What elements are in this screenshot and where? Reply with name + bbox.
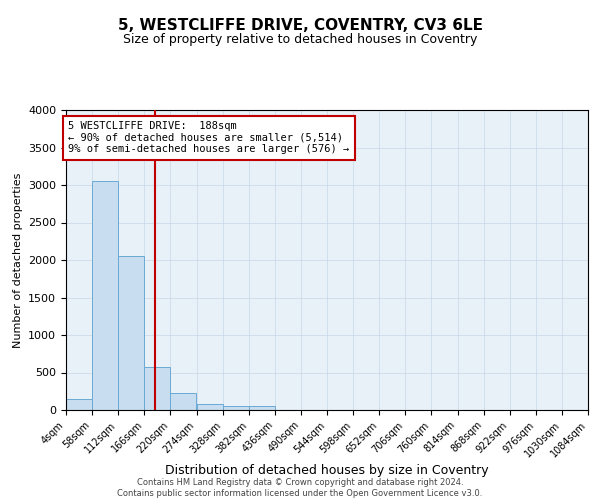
Bar bbox=[66, 399, 92, 410]
Bar bbox=[223, 406, 249, 410]
Bar bbox=[170, 393, 196, 410]
X-axis label: Distribution of detached houses by size in Coventry: Distribution of detached houses by size … bbox=[165, 464, 489, 477]
Bar bbox=[197, 404, 223, 410]
Text: Contains HM Land Registry data © Crown copyright and database right 2024.
Contai: Contains HM Land Registry data © Crown c… bbox=[118, 478, 482, 498]
Bar bbox=[92, 180, 118, 410]
Y-axis label: Number of detached properties: Number of detached properties bbox=[13, 172, 23, 348]
Bar bbox=[118, 256, 144, 410]
Text: 5 WESTCLIFFE DRIVE:  188sqm
← 90% of detached houses are smaller (5,514)
9% of s: 5 WESTCLIFFE DRIVE: 188sqm ← 90% of deta… bbox=[68, 121, 350, 154]
Text: Size of property relative to detached houses in Coventry: Size of property relative to detached ho… bbox=[123, 32, 477, 46]
Bar bbox=[249, 406, 275, 410]
Bar bbox=[145, 367, 170, 410]
Text: 5, WESTCLIFFE DRIVE, COVENTRY, CV3 6LE: 5, WESTCLIFFE DRIVE, COVENTRY, CV3 6LE bbox=[118, 18, 482, 32]
